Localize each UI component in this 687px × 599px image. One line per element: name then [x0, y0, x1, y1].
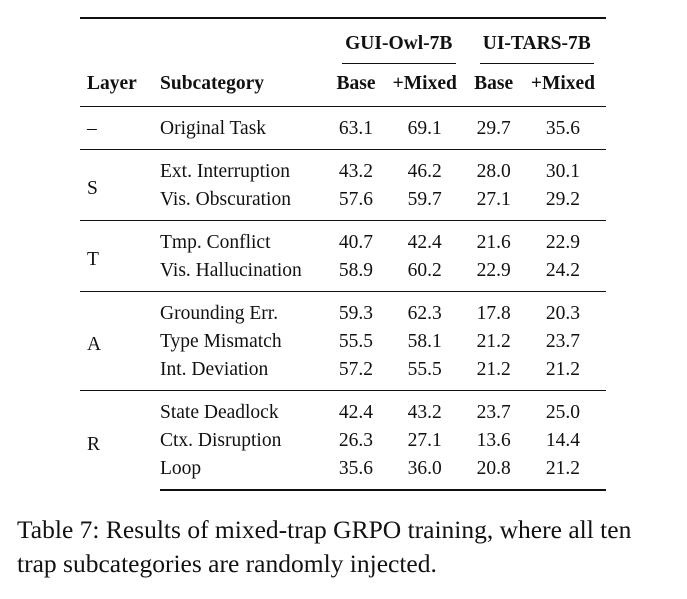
value-cell: 35.6 — [545, 118, 580, 139]
table-row: Vis. Hallucination 58.9 60.2 22.9 24.2 — [80, 257, 606, 292]
value-cell: 21.6 — [467, 220, 520, 257]
value-cell: 22.9 — [476, 260, 511, 281]
model-header-rule — [342, 63, 456, 64]
layer-cell: – — [87, 118, 97, 139]
subcategory-cell: Ctx. Disruption — [160, 430, 282, 451]
value-cell: 43.2 — [381, 390, 468, 427]
value-cell: 17.8 — [467, 291, 520, 328]
table-row: Type Mismatch 55.5 58.1 21.2 23.7 — [80, 328, 606, 356]
table-row: S Ext. Interruption 43.2 46.2 28.0 30.1 — [80, 149, 606, 221]
value-cell: 25.0 — [519, 390, 606, 427]
value-cell: 13.6 — [476, 430, 511, 451]
subcategory-cell: Vis. Obscuration — [160, 189, 291, 210]
value-cell: 55.5 — [338, 331, 374, 352]
subcategory-cell: Grounding Err. — [160, 291, 330, 328]
value-cell: 43.2 — [330, 149, 382, 186]
table-row: A Grounding Err. 59.3 62.3 17.8 20.3 — [80, 291, 606, 391]
layer-cell: R — [80, 390, 160, 490]
value-cell: 20.3 — [519, 291, 606, 328]
value-cell: 30.1 — [519, 149, 606, 186]
value-cell: 40.7 — [330, 220, 382, 257]
column-header-base: Base — [467, 68, 520, 107]
table-row: Loop 35.6 36.0 20.8 21.2 — [80, 455, 606, 491]
column-header-subcategory: Subcategory — [160, 68, 330, 107]
column-header-mixed: +Mixed — [519, 68, 606, 107]
value-cell: 23.7 — [467, 390, 520, 427]
table-row: Ctx. Disruption 26.3 27.1 13.6 14.4 — [80, 427, 606, 455]
model-header-ui-tars: UI-TARS-7B — [467, 17, 606, 68]
subcategory-cell: Int. Deviation — [160, 359, 269, 380]
value-cell: 21.2 — [519, 455, 606, 491]
value-cell: 57.6 — [338, 189, 374, 210]
subcategory-cell: Loop — [160, 455, 330, 491]
value-cell: 62.3 — [381, 291, 468, 328]
value-cell: 58.1 — [407, 331, 442, 352]
value-cell: 59.7 — [407, 189, 442, 210]
value-cell: 63.1 — [338, 118, 374, 139]
layer-cell: A — [80, 291, 160, 391]
layer-cell: S — [80, 149, 160, 221]
table-caption: Table 7: Results of mixed-trap GRPO trai… — [17, 515, 632, 578]
value-cell: 23.7 — [545, 331, 580, 352]
value-cell: 21.2 — [476, 331, 511, 352]
value-cell: 69.1 — [407, 118, 442, 139]
value-cell: 60.2 — [407, 260, 442, 281]
subcategory-cell: Tmp. Conflict — [160, 220, 330, 257]
value-cell: 36.0 — [381, 455, 468, 491]
value-cell: 42.4 — [381, 220, 468, 257]
table-body: – Original Task 63.1 69.1 29.7 35.6 S Ext. Inte… — [80, 107, 606, 491]
table-row: – Original Task 63.1 69.1 29.7 35.6 — [80, 107, 606, 150]
value-cell: 26.3 — [338, 430, 374, 451]
subcategory-cell: Vis. Hallucination — [160, 260, 302, 281]
value-cell: 57.2 — [338, 359, 374, 380]
value-cell: 21.2 — [545, 359, 580, 380]
value-cell: 20.8 — [467, 455, 520, 491]
value-cell: 42.4 — [330, 390, 382, 427]
table-row: Int. Deviation 57.2 55.5 21.2 21.2 — [80, 356, 606, 391]
subcategory-cell: State Deadlock — [160, 390, 330, 427]
results-table: GUI-Owl-7B UI-TARS-7B Layer Subcategory … — [80, 17, 606, 491]
value-cell: 28.0 — [467, 149, 520, 186]
value-cell: 24.2 — [545, 260, 580, 281]
value-cell: 27.1 — [476, 189, 511, 210]
model-header-label: UI-TARS-7B — [482, 33, 591, 54]
column-header-base: Base — [330, 68, 382, 107]
model-header-label: GUI-Owl-7B — [345, 33, 453, 54]
subcategory-cell: Original Task — [160, 118, 267, 139]
subcategory-cell: Ext. Interruption — [160, 149, 330, 186]
table-row: T Tmp. Conflict 40.7 42.4 21.6 22.9 — [80, 220, 606, 292]
column-header-row: Layer Subcategory Base +Mixed Base +Mixe… — [80, 68, 606, 107]
value-cell: 29.2 — [545, 189, 580, 210]
layer-cell: T — [80, 220, 160, 292]
value-cell: 35.6 — [330, 455, 382, 491]
value-cell: 29.7 — [476, 118, 511, 139]
value-cell: 58.9 — [338, 260, 374, 281]
subcategory-cell: Type Mismatch — [160, 331, 282, 352]
value-cell: 21.2 — [476, 359, 511, 380]
model-header-rule — [479, 63, 594, 64]
column-header-mixed: +Mixed — [381, 68, 468, 107]
value-cell: 46.2 — [381, 149, 468, 186]
table-row: Vis. Obscuration 57.6 59.7 27.1 29.2 — [80, 186, 606, 221]
value-cell: 59.3 — [330, 291, 382, 328]
table-row: R State Deadlock 42.4 43.2 23.7 25.0 — [80, 390, 606, 490]
value-cell: 27.1 — [407, 430, 442, 451]
model-header-gui-owl: GUI-Owl-7B — [330, 17, 468, 68]
value-cell: 14.4 — [545, 430, 580, 451]
value-cell: 22.9 — [519, 220, 606, 257]
model-header-row: GUI-Owl-7B UI-TARS-7B — [80, 17, 606, 68]
column-header-layer: Layer — [80, 68, 160, 107]
value-cell: 55.5 — [407, 359, 442, 380]
